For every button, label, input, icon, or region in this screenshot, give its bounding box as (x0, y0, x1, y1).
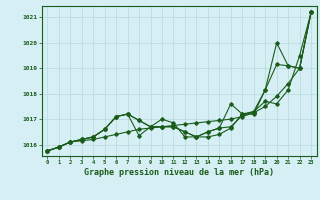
X-axis label: Graphe pression niveau de la mer (hPa): Graphe pression niveau de la mer (hPa) (84, 168, 274, 177)
